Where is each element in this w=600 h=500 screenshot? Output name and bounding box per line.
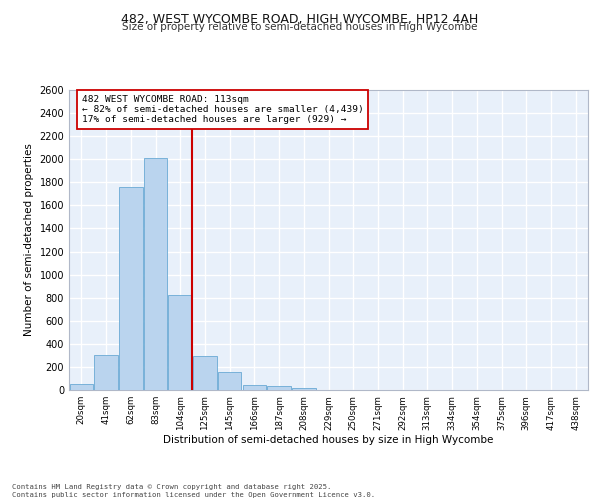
Text: Contains HM Land Registry data © Crown copyright and database right 2025.
Contai: Contains HM Land Registry data © Crown c… <box>12 484 375 498</box>
Bar <box>268 386 291 390</box>
Bar <box>292 388 316 390</box>
Text: Size of property relative to semi-detached houses in High Wycombe: Size of property relative to semi-detach… <box>122 22 478 32</box>
Bar <box>94 356 118 390</box>
Bar <box>169 296 192 390</box>
Bar <box>119 187 143 390</box>
Text: 482 WEST WYCOMBE ROAD: 113sqm
← 82% of semi-detached houses are smaller (4,439)
: 482 WEST WYCOMBE ROAD: 113sqm ← 82% of s… <box>82 94 364 124</box>
Text: 482, WEST WYCOMBE ROAD, HIGH WYCOMBE, HP12 4AH: 482, WEST WYCOMBE ROAD, HIGH WYCOMBE, HP… <box>121 12 479 26</box>
Y-axis label: Number of semi-detached properties: Number of semi-detached properties <box>24 144 34 336</box>
Bar <box>193 356 217 390</box>
Bar <box>242 386 266 390</box>
Bar <box>218 372 241 390</box>
Bar <box>70 384 93 390</box>
Bar <box>144 158 167 390</box>
X-axis label: Distribution of semi-detached houses by size in High Wycombe: Distribution of semi-detached houses by … <box>163 436 494 446</box>
